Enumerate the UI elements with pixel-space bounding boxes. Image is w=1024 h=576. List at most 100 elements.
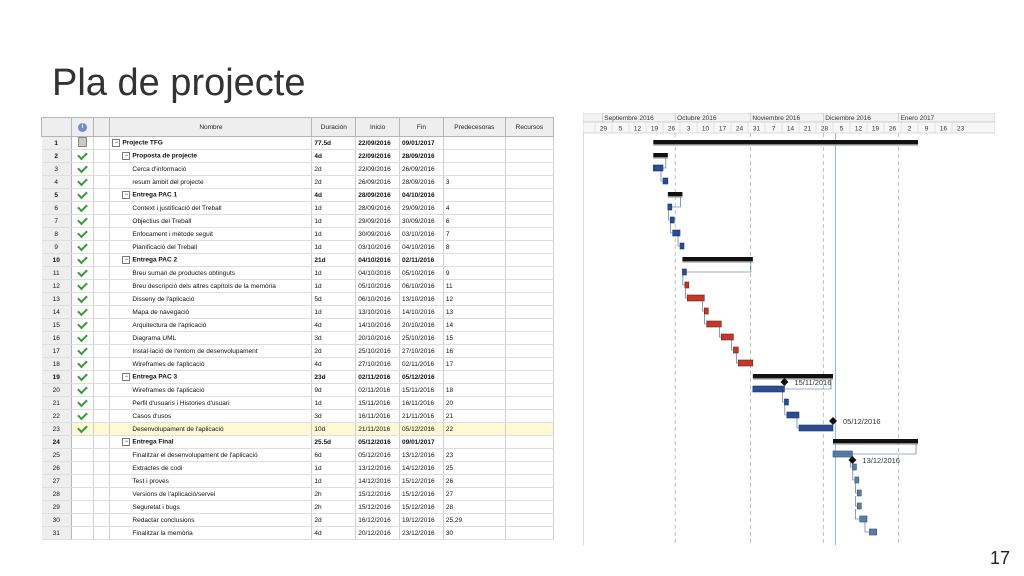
task-row[interactable]: 28 Versions de l'aplicació/servei 2h 15/12/… <box>41 487 555 501</box>
task-name-cell[interactable]: Enfocament i mètode seguit <box>109 227 313 241</box>
row-number[interactable]: 6 <box>41 201 72 215</box>
task-start[interactable]: 05/10/2016 <box>355 279 401 293</box>
task-resources[interactable] <box>505 279 555 293</box>
task-row[interactable]: 15 Arquitectura de l'aplicació 4d 14/10/201… <box>41 318 555 332</box>
task-row[interactable]: 23 Desenvolupament de l'aplicació 10d 21/11… <box>41 422 555 436</box>
task-name-cell[interactable]: − Proposta de projecte <box>109 149 313 163</box>
task-start[interactable]: 25/10/2016 <box>355 344 401 358</box>
task-start[interactable]: 26/09/2016 <box>355 175 401 189</box>
task-duration[interactable]: 2d <box>311 513 357 527</box>
task-finish[interactable]: 26/09/2016 <box>399 162 444 176</box>
task-name-cell[interactable]: Context i justificació del Treball <box>109 201 313 215</box>
task-resources[interactable] <box>505 357 555 371</box>
row-number[interactable]: 24 <box>41 435 72 449</box>
task-name-cell[interactable]: Perfil d'usuaris i Histories d'usuari <box>109 396 313 410</box>
task-start[interactable]: 02/11/2016 <box>355 383 401 397</box>
row-number[interactable]: 29 <box>41 500 72 514</box>
task-duration[interactable]: 4d <box>311 526 357 540</box>
task-row[interactable]: 4 resum àmbit del projecte 2d 26/09/2016 28/… <box>41 175 555 189</box>
task-row[interactable]: 26 Extractes de codi 1d 13/12/2016 14/12/201… <box>41 461 555 475</box>
task-predecessors[interactable]: 14 <box>443 318 506 332</box>
task-row[interactable]: 31 Finalitzar la memòria 4d 20/12/2016 23/12… <box>41 526 555 540</box>
task-start[interactable]: 16/12/2016 <box>355 513 401 527</box>
task-finish[interactable]: 04/10/2016 <box>399 240 444 254</box>
task-predecessors[interactable]: 4 <box>443 201 506 215</box>
task-predecessors[interactable]: 25 <box>443 461 506 475</box>
task-predecessors[interactable] <box>443 188 506 202</box>
collapse-toggle-icon[interactable]: − <box>122 152 131 160</box>
task-predecessors[interactable]: 26 <box>443 474 506 488</box>
task-predecessors[interactable]: 15 <box>443 331 506 345</box>
task-duration[interactable]: 4d <box>311 149 357 163</box>
collapse-toggle-icon[interactable]: − <box>122 373 131 381</box>
task-start[interactable]: 27/10/2016 <box>355 357 401 371</box>
row-number[interactable]: 14 <box>41 305 72 319</box>
task-finish[interactable]: 09/01/2017 <box>399 435 444 449</box>
task-finish[interactable]: 28/09/2016 <box>399 175 444 189</box>
task-row[interactable]: 13 Disseny de l'aplicació 5d 06/10/2016 13/1… <box>41 292 555 306</box>
task-row[interactable]: 8 Enfocament i mètode seguit 1d 30/09/2016 0… <box>41 227 555 241</box>
task-duration[interactable]: 1d <box>311 214 357 228</box>
task-resources[interactable] <box>505 240 555 254</box>
row-number[interactable]: 25 <box>41 448 72 462</box>
row-number[interactable]: 21 <box>41 396 72 410</box>
task-name-cell[interactable]: Disseny de l'aplicació <box>109 292 313 306</box>
collapse-toggle-icon[interactable]: − <box>112 139 121 147</box>
row-number[interactable]: 10 <box>41 253 72 267</box>
row-number[interactable]: 9 <box>41 240 72 254</box>
task-row[interactable]: 24− Entrega Final 25.5d 05/12/2016 09/01/201… <box>41 435 555 449</box>
row-number[interactable]: 17 <box>41 344 72 358</box>
task-start[interactable]: 22/09/2016 <box>355 162 401 176</box>
task-duration[interactable]: 1d <box>311 279 357 293</box>
task-resources[interactable] <box>505 370 555 384</box>
task-resources[interactable] <box>505 344 555 358</box>
task-row[interactable]: 5− Entrega PAC 1 4d 28/09/2016 04/10/2016 <box>41 188 555 202</box>
task-start[interactable]: 04/10/2016 <box>355 253 401 267</box>
task-name-cell[interactable]: Wireframes de l'aplicació <box>109 357 313 371</box>
task-name-cell[interactable]: Extractes de codi <box>109 461 313 475</box>
task-row[interactable]: 25 Finalitzar el desenvolupament de l'apl… <box>41 448 555 462</box>
task-finish[interactable]: 30/09/2016 <box>399 214 444 228</box>
task-resources[interactable] <box>505 409 555 423</box>
task-start[interactable]: 22/09/2016 <box>355 136 401 150</box>
row-number[interactable]: 2 <box>41 149 72 163</box>
row-number[interactable]: 22 <box>41 409 72 423</box>
task-resources[interactable] <box>505 214 555 228</box>
task-predecessors[interactable] <box>443 253 506 267</box>
task-row[interactable]: 14 Mapa de navegació 1d 13/10/2016 14/10/201… <box>41 305 555 319</box>
header-info[interactable]: i <box>70 117 95 137</box>
task-row[interactable]: 27 Test i proves 1d 14/12/2016 15/12/2016 26 <box>41 474 555 488</box>
task-resources[interactable] <box>505 526 555 540</box>
task-resources[interactable] <box>505 487 555 501</box>
task-start[interactable]: 16/11/2016 <box>355 409 401 423</box>
task-predecessors[interactable] <box>443 149 506 163</box>
task-duration[interactable]: 3d <box>311 409 357 423</box>
task-row[interactable]: 17 Instal·lació de l'entorn de desenvolup… <box>41 344 555 358</box>
row-number[interactable]: 19 <box>41 370 72 384</box>
task-duration[interactable]: 1d <box>311 305 357 319</box>
task-finish[interactable]: 04/10/2016 <box>399 188 444 202</box>
task-start[interactable]: 15/12/2016 <box>355 487 401 501</box>
task-finish[interactable]: 29/09/2016 <box>399 201 444 215</box>
task-start[interactable]: 20/10/2016 <box>355 331 401 345</box>
task-start[interactable]: 02/11/2016 <box>355 370 401 384</box>
task-duration[interactable]: 10d <box>311 422 357 436</box>
task-duration[interactable]: 23d <box>311 370 357 384</box>
task-resources[interactable] <box>505 253 555 267</box>
task-duration[interactable]: 6d <box>311 448 357 462</box>
task-name-cell[interactable]: Test i proves <box>109 474 313 488</box>
header-row-number[interactable] <box>41 117 72 137</box>
task-name-cell[interactable]: − Entrega PAC 1 <box>109 188 313 202</box>
task-finish[interactable]: 15/12/2016 <box>399 487 444 501</box>
task-name-cell[interactable]: − Entrega PAC 2 <box>109 253 313 267</box>
row-number[interactable]: 1 <box>41 136 72 150</box>
task-finish[interactable]: 14/12/2016 <box>399 461 444 475</box>
row-number[interactable]: 28 <box>41 487 72 501</box>
task-predecessors[interactable]: 22 <box>443 422 506 436</box>
task-name-cell[interactable]: − Entrega PAC 3 <box>109 370 313 384</box>
task-name-cell[interactable]: Desenvolupament de l'aplicació <box>109 422 313 436</box>
task-name-cell[interactable]: Versions de l'aplicació/servei <box>109 487 313 501</box>
task-duration[interactable]: 3d <box>311 331 357 345</box>
task-resources[interactable] <box>505 448 555 462</box>
task-start[interactable]: 29/09/2016 <box>355 214 401 228</box>
